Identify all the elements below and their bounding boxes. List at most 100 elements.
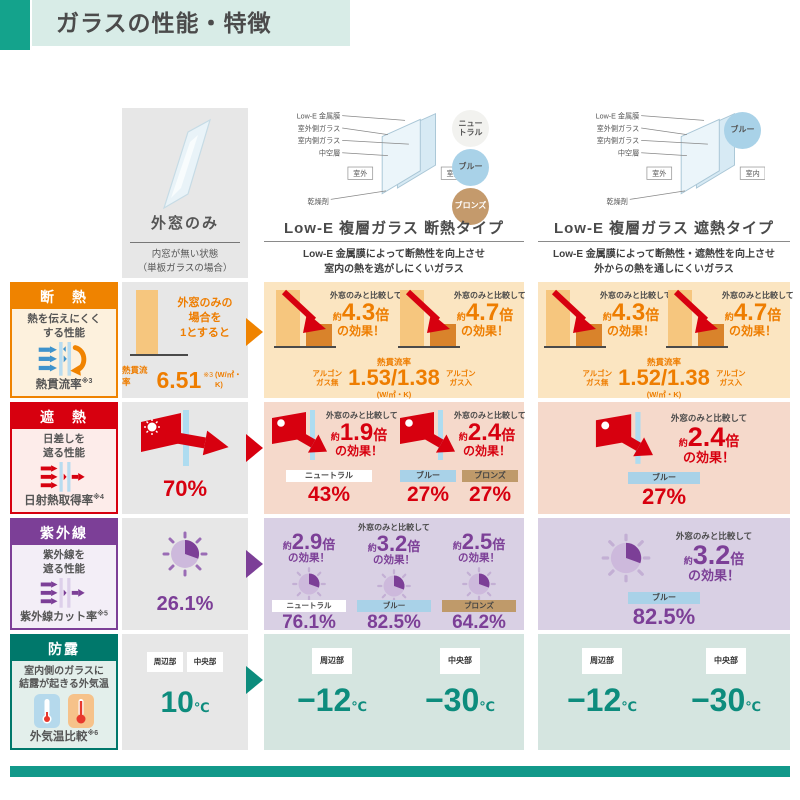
- effect-text: 外窓のみと比較して 約4.7倍 の効果！: [454, 290, 526, 338]
- times-value: 2.4: [467, 419, 502, 446]
- footer-accent-bar: [10, 766, 790, 777]
- times-value: 3.2: [376, 531, 408, 556]
- times-unit: 倍: [492, 537, 506, 552]
- outer-window-title: 外窓のみ: [150, 215, 219, 232]
- metric-label-solar-gain: 日射熱取得率※4: [24, 492, 104, 508]
- flow-arrow-teal: [246, 666, 263, 694]
- variant-band-blue: ブルー: [357, 600, 431, 612]
- swatch-bronze: ブロンズ: [452, 188, 489, 225]
- times-value: 4.3: [611, 299, 646, 326]
- diagram-label-desiccant: 乾燥剤: [606, 197, 627, 206]
- temp-periphery: −12℃: [542, 684, 662, 716]
- row-label-shading: 遮 熱 日差しを 遮る性能 日射熱取得率※4: [10, 402, 118, 514]
- metric-note: ※4: [93, 494, 104, 502]
- page-title: ガラスの性能・特徴: [56, 10, 272, 36]
- variant-pct: 82.5%: [367, 612, 421, 633]
- variant-band-blue: ブルー: [628, 592, 700, 604]
- times-value: 4.7: [465, 299, 500, 326]
- comparison-group: 外窓のみと比較して 約4.7倍 の効果！: [398, 288, 526, 354]
- column-subtitle-insulation-type: Low-E 金属膜によって断熱性を向上させ 室内の熱を逃がしにくいガラス: [303, 249, 485, 275]
- variant-band-neutral: ニュートラル: [272, 600, 346, 612]
- sun-pie-icon: [292, 566, 326, 601]
- effect-text: 外窓のみと比較して 約4.3倍 の効果！: [330, 290, 402, 338]
- approx: 約: [332, 312, 342, 322]
- row-label-insulation: 断 熱 熱を伝えにくく する性能 熱貫流率※3: [10, 282, 118, 398]
- variant-band-blue: ブルー: [628, 472, 700, 484]
- cell-condensation-lowe-shield: 周辺部 −12℃ 中央部 −30℃: [538, 634, 790, 750]
- diagram-label-inner-glass: 室内側ガラス: [298, 136, 341, 145]
- column-subtitle-shield-type: Low-E 金属膜によって断熱性・遮熱性を向上させ 外からの熱を通しにくいガラス: [553, 249, 775, 275]
- times-unit: 倍: [645, 307, 660, 323]
- temp-unit: ℃: [193, 700, 210, 715]
- diagram-label-indoor: 室内: [745, 169, 759, 178]
- approx: 約: [452, 541, 462, 551]
- base-note: 外窓のみの 場合を 1とすると: [177, 297, 233, 339]
- approx: 約: [602, 312, 612, 322]
- temp-periphery: −12℃: [272, 684, 392, 716]
- metric-text: 熱貫流率: [35, 379, 82, 391]
- variant-pct: 82.5%: [632, 604, 696, 629]
- compare-lead: 外窓のみと比較して: [330, 291, 402, 300]
- variant-pct: 76.1%: [282, 612, 336, 633]
- times-unit: 倍: [501, 427, 516, 443]
- compare-lead: 外窓のみと比較して: [326, 411, 398, 420]
- times-value: 2.9: [291, 529, 323, 554]
- badge-center: 中央部: [440, 648, 480, 674]
- cell-condensation-lowe-insulation: 周辺部 −12℃ 中央部 −30℃: [264, 634, 524, 750]
- variant-pct: 43%: [307, 483, 351, 506]
- sun-flag-arrow-icon: [400, 410, 456, 460]
- row-name-insulation: 断 熱: [12, 284, 116, 309]
- effect-suffix: の効果！: [462, 444, 511, 458]
- column-header-outer-window: 外窓のみ 内窓が無い状態 （単板ガラスの場合）: [122, 108, 248, 278]
- diagram-label-film: Low-E 金属膜: [596, 111, 640, 120]
- column-title-insulation-type: Low-E 複層ガラス 断熱タイプ: [283, 220, 505, 237]
- divider: [264, 241, 524, 242]
- diagram-label-outdoor: 室外: [353, 169, 367, 178]
- u-value-number: 6.51: [156, 367, 202, 394]
- metric-text: 紫外線カット率: [20, 611, 98, 623]
- cell-condensation-base: 周辺部 中央部 10℃: [122, 634, 248, 750]
- approx: 約: [330, 432, 340, 442]
- variant-band-bronze: ブロンズ: [462, 470, 518, 482]
- variant-band-neutral: ニュートラル: [286, 470, 372, 482]
- diagram-label-inner-glass: 室内側ガラス: [597, 136, 640, 145]
- divider: [538, 241, 790, 242]
- comparison-group: 外窓のみと比較して 約4.3倍 の効果！: [544, 288, 672, 354]
- swatch-neutral: ニュー トラル: [452, 110, 489, 147]
- compare-lead: 外窓のみと比較して: [600, 291, 672, 300]
- u-value-number: 1.53/1.38: [348, 365, 440, 390]
- compare-lead: 外窓のみと比較して: [670, 413, 748, 423]
- down-arrow-icon: [281, 289, 326, 333]
- sun-pie-icon: [377, 568, 411, 603]
- uv-group-blue: 外窓のみと比較して 約3.2倍 の効果！: [355, 522, 433, 609]
- times-value: 1.9: [339, 419, 374, 446]
- temp-value: −30: [690, 682, 746, 718]
- approx: 約: [367, 543, 377, 553]
- uv-block-icon: [40, 578, 85, 608]
- compare-lead: 外窓のみと比較して: [454, 291, 526, 300]
- approx: 約: [282, 541, 292, 551]
- effect-text: 外窓のみと比較して 約4.7倍 の効果！: [722, 290, 794, 338]
- approx: 約: [683, 556, 693, 566]
- badge-periphery: 周辺部: [582, 648, 622, 674]
- temp-center: −30℃: [400, 684, 520, 716]
- argon-on-label: アルゴン ガス入: [715, 368, 746, 387]
- row-desc-shading: 日差しを 遮る性能: [43, 433, 85, 459]
- compare-lead: 外窓のみと比較して: [675, 531, 753, 541]
- compare-lead: 外窓のみと比較して: [358, 523, 430, 532]
- temp-unit: ℃: [351, 699, 368, 714]
- sun-flag-arrow-icon: [272, 410, 328, 460]
- sun-pie-icon: [601, 533, 651, 583]
- times-unit: 倍: [373, 427, 388, 443]
- effect-text: 外窓のみと比較して 約4.3倍 の効果！: [600, 290, 672, 338]
- comparison-group: 外窓のみと比較して 約4.3倍 の効果！: [274, 288, 402, 354]
- effect-text: 外窓のみと比較して 約2.4倍 の効果！: [664, 412, 754, 465]
- u-value-label: 熱貫流率: [122, 365, 148, 387]
- swatch-blue: ブルー: [724, 112, 761, 149]
- u-value-unit: (W/㎡・K): [215, 370, 242, 389]
- column-title-shield-type: Low-E 複層ガラス 遮熱タイプ: [553, 220, 775, 237]
- times-value: 3.2: [692, 540, 731, 570]
- effect-text: 外窓のみと比較して 約2.4倍 の効果！: [454, 410, 526, 458]
- diagram-label-outdoor: 室外: [652, 169, 666, 178]
